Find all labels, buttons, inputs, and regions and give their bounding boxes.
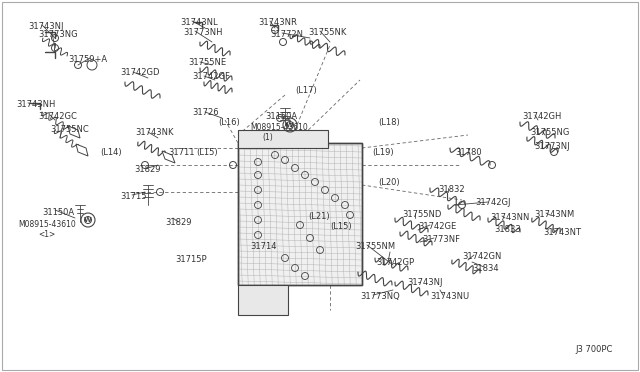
Text: 31742GD: 31742GD — [120, 68, 159, 77]
Text: 31755NG: 31755NG — [530, 128, 570, 137]
Text: 31714: 31714 — [250, 242, 276, 251]
Bar — [238, 130, 328, 148]
Text: M08915-43610: M08915-43610 — [18, 220, 76, 229]
Text: 31773NH: 31773NH — [183, 28, 223, 37]
Bar — [238, 143, 362, 285]
Text: 31743NN: 31743NN — [490, 213, 529, 222]
Text: (L19): (L19) — [372, 148, 394, 157]
Text: 31742GC: 31742GC — [38, 112, 77, 121]
Text: 31743NJ: 31743NJ — [28, 22, 63, 31]
Text: W: W — [84, 217, 92, 223]
Text: 31742GH: 31742GH — [522, 112, 561, 121]
Text: 31829: 31829 — [134, 165, 161, 174]
Text: 31743NL: 31743NL — [180, 18, 218, 27]
Text: (L16): (L16) — [218, 118, 240, 127]
Text: 31726: 31726 — [192, 108, 219, 117]
Text: (L21): (L21) — [308, 212, 330, 221]
Text: 31715P: 31715P — [175, 255, 207, 264]
Text: 31711: 31711 — [168, 148, 195, 157]
Text: 31833: 31833 — [494, 225, 521, 234]
Text: 31780: 31780 — [455, 148, 482, 157]
Bar — [238, 143, 362, 285]
Text: (L20): (L20) — [378, 178, 399, 187]
Text: 31150A: 31150A — [265, 112, 297, 121]
Text: (L14): (L14) — [100, 148, 122, 157]
Text: 31742GF: 31742GF — [192, 72, 230, 81]
Text: 31743NR: 31743NR — [258, 18, 297, 27]
Polygon shape — [76, 144, 88, 156]
Text: 31743NU: 31743NU — [430, 292, 469, 301]
Polygon shape — [68, 126, 80, 138]
Text: 31755ND: 31755ND — [402, 210, 442, 219]
Text: 31773NJ: 31773NJ — [534, 142, 570, 151]
Text: 31773NG: 31773NG — [38, 30, 77, 39]
Text: (L17): (L17) — [295, 86, 317, 95]
Text: 31742GP: 31742GP — [376, 258, 414, 267]
Text: <1>: <1> — [38, 230, 55, 239]
Text: 31743NK: 31743NK — [135, 128, 173, 137]
Text: 31829: 31829 — [165, 218, 191, 227]
Text: 31832: 31832 — [438, 185, 465, 194]
Text: J3 700PC: J3 700PC — [575, 345, 612, 354]
Text: 31755NK: 31755NK — [308, 28, 346, 37]
Bar — [238, 285, 288, 315]
Text: 31743NT: 31743NT — [543, 228, 581, 237]
Text: 31743NJ: 31743NJ — [407, 278, 442, 287]
Text: 31773NQ: 31773NQ — [360, 292, 400, 301]
Text: (L15): (L15) — [196, 148, 218, 157]
Text: M08915-43610: M08915-43610 — [250, 123, 308, 132]
Text: 31755NE: 31755NE — [188, 58, 226, 67]
Text: 31742GJ: 31742GJ — [475, 198, 511, 207]
Text: 31755NM: 31755NM — [355, 242, 395, 251]
Text: 31773NF: 31773NF — [422, 235, 460, 244]
Text: W: W — [286, 122, 294, 128]
Text: 31755NC: 31755NC — [50, 125, 89, 134]
Polygon shape — [162, 151, 175, 163]
Text: 31742GE: 31742GE — [418, 222, 456, 231]
Text: (L15): (L15) — [330, 222, 351, 231]
Text: 31743NH: 31743NH — [16, 100, 56, 109]
Text: (L18): (L18) — [378, 118, 400, 127]
Text: 31759+A: 31759+A — [68, 55, 107, 64]
Text: 31772N: 31772N — [270, 30, 303, 39]
Text: 31715: 31715 — [120, 192, 147, 201]
Text: (1): (1) — [262, 133, 273, 142]
Text: 31150A: 31150A — [42, 208, 74, 217]
Text: 31834: 31834 — [472, 264, 499, 273]
Text: 31742GN: 31742GN — [462, 252, 501, 261]
Text: 31743NM: 31743NM — [534, 210, 574, 219]
